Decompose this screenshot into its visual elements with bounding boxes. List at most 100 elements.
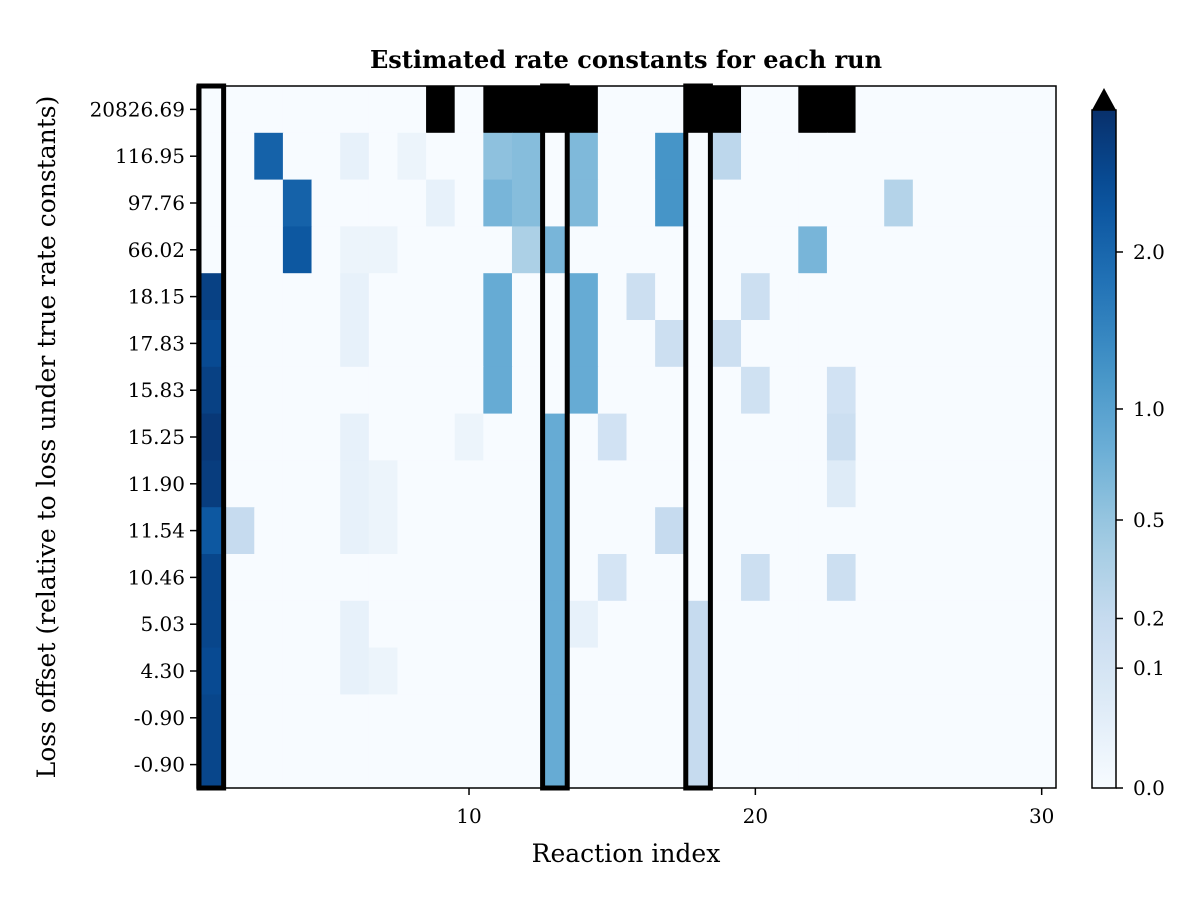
heatmap-cell — [569, 507, 599, 555]
heatmap-cell — [511, 413, 542, 461]
heatmap-cell — [798, 507, 828, 555]
heatmap-cell — [454, 507, 484, 555]
heatmap-cell — [483, 86, 513, 134]
heatmap-cell — [368, 320, 399, 368]
heatmap-cell — [912, 320, 943, 368]
heatmap-cell — [912, 507, 943, 555]
heatmap-cell — [597, 226, 628, 274]
heatmap-cell — [998, 741, 1028, 789]
heatmap-cell — [912, 600, 943, 649]
heatmap-cell — [712, 741, 742, 789]
heatmap-cell — [483, 507, 513, 555]
heatmap-cell — [397, 179, 427, 227]
y-axis-label: Loss offset (relative to loss under true… — [32, 96, 61, 779]
heatmap-cell — [826, 179, 857, 227]
heatmap-cell — [483, 554, 513, 602]
heatmap-cell — [855, 600, 885, 649]
heatmap-cell — [941, 694, 971, 742]
heatmap-cell — [511, 226, 542, 274]
heatmap-cell — [397, 273, 427, 321]
heatmap-cell — [712, 132, 742, 181]
heatmap-cell — [311, 554, 341, 602]
heatmap-cell — [597, 741, 628, 789]
colorbar-tick-label: 0.5 — [1133, 508, 1165, 532]
heatmap-cell — [397, 226, 427, 274]
heatmap-cells — [197, 86, 1057, 789]
heatmap-cell — [798, 132, 828, 181]
heatmap-cell — [282, 366, 313, 415]
heatmap-cell — [397, 507, 427, 555]
heatmap-cell — [483, 647, 513, 695]
heatmap-cell — [912, 132, 943, 181]
heatmap-cell — [225, 132, 255, 181]
heatmap-cell — [282, 741, 313, 789]
x-tick-label: 30 — [1029, 804, 1054, 828]
heatmap-cell — [798, 741, 828, 789]
y-tick-label: 17.83 — [128, 331, 185, 355]
heatmap-cell — [655, 86, 685, 134]
heatmap-cell — [1027, 647, 1057, 695]
heatmap-cell — [225, 413, 255, 461]
heatmap-cell — [397, 647, 427, 695]
heatmap-cell — [626, 460, 656, 508]
heatmap-cell — [426, 273, 456, 321]
heatmap-cell — [340, 366, 370, 415]
heatmap-cell — [798, 554, 828, 602]
heatmap-cell — [254, 273, 284, 321]
heatmap-cell — [826, 413, 857, 461]
heatmap-cell — [311, 226, 341, 274]
heatmap-cell — [970, 694, 1000, 742]
heatmap-cell — [884, 320, 914, 368]
heatmap-cell — [712, 460, 742, 508]
heatmap-cell — [998, 460, 1028, 508]
heatmap-cell — [511, 273, 542, 321]
heatmap-cell — [368, 413, 399, 461]
y-tick-label: 20826.69 — [90, 97, 185, 121]
heatmap-cell — [998, 226, 1028, 274]
heatmap-cell — [741, 600, 771, 649]
heatmap-cell — [769, 460, 799, 508]
heatmap-cell — [311, 647, 341, 695]
heatmap-cell — [1027, 507, 1057, 555]
heatmap-cell — [397, 413, 427, 461]
heatmap-cell — [511, 694, 542, 742]
x-axis-label: Reaction index — [532, 839, 721, 868]
heatmap-cell — [998, 600, 1028, 649]
heatmap-cell — [626, 226, 656, 274]
heatmap-cell — [941, 132, 971, 181]
heatmap-cell — [254, 507, 284, 555]
heatmap-cell — [454, 694, 484, 742]
heatmap-cell — [397, 460, 427, 508]
heatmap-cell — [655, 273, 685, 321]
heatmap-cell — [884, 226, 914, 274]
heatmap-cell — [1027, 366, 1057, 415]
heatmap-cell — [769, 86, 799, 134]
heatmap-cell — [855, 554, 885, 602]
heatmap-cell — [884, 741, 914, 789]
heatmap-cell — [511, 460, 542, 508]
heatmap-cell — [970, 600, 1000, 649]
heatmap-cell — [282, 413, 313, 461]
heatmap-cell — [798, 179, 828, 227]
heatmap-cell — [998, 647, 1028, 695]
heatmap-cell — [454, 273, 484, 321]
heatmap-cell — [626, 132, 656, 181]
heatmap-cell — [741, 320, 771, 368]
heatmap-cell — [225, 554, 255, 602]
heatmap-cell — [426, 320, 456, 368]
heatmap-cell — [798, 647, 828, 695]
heatmap-cell — [855, 647, 885, 695]
y-tick-label: 116.95 — [115, 144, 185, 168]
heatmap-cell — [569, 226, 599, 274]
heatmap-cell — [712, 366, 742, 415]
heatmap-cell — [712, 320, 742, 368]
heatmap-cell — [483, 179, 513, 227]
heatmap-cell — [884, 179, 914, 227]
heatmap-cell — [626, 741, 656, 789]
heatmap-cell — [626, 694, 656, 742]
heatmap-cell — [368, 179, 399, 227]
heatmap-cell — [998, 86, 1028, 134]
heatmap-cell — [855, 226, 885, 274]
heatmap-cell — [970, 413, 1000, 461]
heatmap-cell — [998, 132, 1028, 181]
